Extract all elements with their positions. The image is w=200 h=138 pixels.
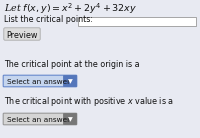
FancyBboxPatch shape xyxy=(64,75,76,87)
Text: The critical point with positive $x$ value is a: The critical point with positive $x$ val… xyxy=(4,95,174,108)
Text: ▼: ▼ xyxy=(68,117,72,123)
FancyBboxPatch shape xyxy=(3,113,77,125)
Text: Select an answer: Select an answer xyxy=(7,79,70,85)
Text: The critical point at the origin is a: The critical point at the origin is a xyxy=(4,60,140,69)
Text: Preview: Preview xyxy=(6,30,38,39)
Text: Select an answer: Select an answer xyxy=(7,117,70,123)
FancyBboxPatch shape xyxy=(78,17,196,26)
FancyBboxPatch shape xyxy=(3,75,77,87)
FancyBboxPatch shape xyxy=(4,28,40,40)
Text: List the critical points:: List the critical points: xyxy=(4,15,93,24)
FancyBboxPatch shape xyxy=(64,113,76,124)
Text: Let $f(x, y) = x^2 + 2y^4 + 32xy$: Let $f(x, y) = x^2 + 2y^4 + 32xy$ xyxy=(4,2,137,16)
Text: ▼: ▼ xyxy=(68,79,72,84)
